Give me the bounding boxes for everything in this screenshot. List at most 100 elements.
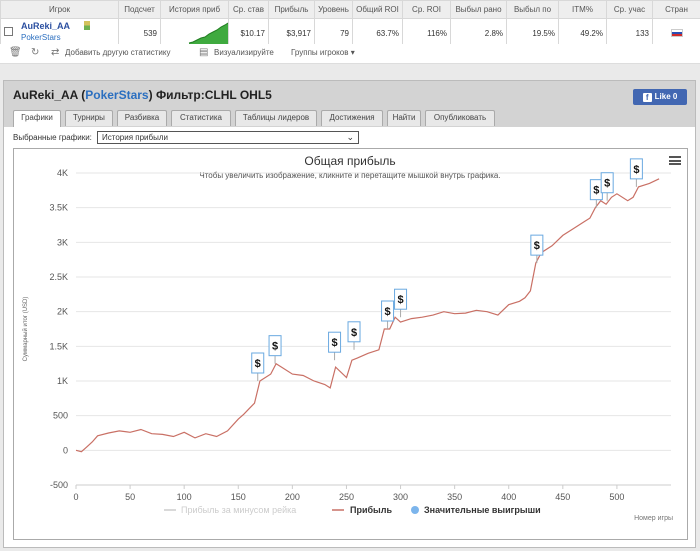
x-tick-label: 200 xyxy=(285,492,300,502)
big-win-dollar-icon: $ xyxy=(351,327,357,339)
player-panel: AuReki_AA (PokerStars) Фильтр:CLHL OHL5 … xyxy=(3,80,696,548)
big-win-flag xyxy=(347,321,361,343)
big-win-flag xyxy=(600,172,614,194)
x-tick-label: 100 xyxy=(177,492,192,502)
panel-header: AuReki_AA (PokerStars) Фильтр:CLHL OHL5 … xyxy=(4,81,695,109)
big-win-dollar-icon: $ xyxy=(331,337,337,349)
tab-charts[interactable]: Графики xyxy=(13,110,61,127)
col-header[interactable]: Выбыл по xyxy=(506,0,559,19)
col-header[interactable]: Подсчет xyxy=(118,0,161,19)
big-win-dollar-icon: $ xyxy=(385,306,391,318)
col-header[interactable]: Ср. ROI xyxy=(402,0,451,19)
chart-select-value: История прибыли xyxy=(102,133,168,142)
x-axis-label: Номер игры xyxy=(634,515,673,522)
profit-chart[interactable]: Общая прибыль Чтобы увеличить изображение… xyxy=(14,149,687,539)
big-win-dollar-icon: $ xyxy=(272,341,278,353)
add-stats-link[interactable]: Добавить другую статистику xyxy=(65,48,171,57)
chevron-down-icon: ⌄ xyxy=(346,132,354,142)
legend-marker-big-wins xyxy=(411,506,419,514)
facebook-icon: f xyxy=(642,93,652,102)
col-header[interactable]: ITM% xyxy=(558,0,607,19)
big-win-dollar-icon: $ xyxy=(633,164,639,176)
chevron-down-icon: ▾ xyxy=(350,48,355,57)
legend-item-profit: Прибыль xyxy=(350,505,392,515)
like-label: Like 0 xyxy=(654,92,678,101)
col-header[interactable]: Выбыл рано xyxy=(450,0,507,19)
tab-achievements[interactable]: Достижения xyxy=(321,110,383,126)
chart-subtitle: Чтобы увеличить изображение, кликните и … xyxy=(199,171,500,180)
player-name-link[interactable]: AuReki_AA xyxy=(21,21,71,31)
title-filter: ) Фильтр:CLHL OHL5 xyxy=(148,88,272,102)
chart-title: Общая прибыль xyxy=(304,154,395,168)
x-tick-label: 150 xyxy=(231,492,246,502)
player-groups-dropdown[interactable]: Группы игроков ▾ xyxy=(291,48,355,57)
visualize-link[interactable]: Визуализируйте xyxy=(214,48,274,57)
russia-flag-icon xyxy=(670,29,683,38)
tab-find[interactable]: Найти xyxy=(387,110,421,126)
toolbar: 🗑 ↻ ⇄ Добавить другую статистику ▤ Визуа… xyxy=(0,44,700,64)
trash-icon[interactable]: 🗑 xyxy=(9,47,22,58)
y-tick-label: 0 xyxy=(63,445,68,455)
series-line-profit xyxy=(75,178,660,453)
facebook-like-button[interactable]: f Like 0 xyxy=(633,89,687,105)
title-site-link[interactable]: PokerStars xyxy=(85,88,149,102)
y-tick-label: 2.5K xyxy=(49,272,68,282)
x-tick-label: 250 xyxy=(339,492,354,502)
player-cell: AuReki_AA PokerStars xyxy=(0,18,119,48)
chart-frame[interactable]: Общая прибыль Чтобы увеличить изображение… xyxy=(13,148,688,540)
big-win-flag xyxy=(629,158,643,180)
tab-statistics[interactable]: Статистика xyxy=(171,110,231,126)
big-win-flag xyxy=(394,288,408,310)
tab-breakdown[interactable]: Разбивка xyxy=(117,110,167,126)
col-header[interactable]: Стран xyxy=(652,0,700,19)
x-tick-label: 0 xyxy=(73,492,78,502)
col-header[interactable]: История приб xyxy=(160,0,229,19)
big-win-dollar-icon: $ xyxy=(604,178,610,190)
y-tick-label: 3.5K xyxy=(49,203,68,213)
big-win-flag xyxy=(268,335,282,357)
x-tick-label: 350 xyxy=(447,492,462,502)
avg-roi-cell: 116% xyxy=(402,18,451,48)
table-header-row: Игрок Подсчет История приб Ср. став Приб… xyxy=(0,0,700,19)
avg-entrants-cell: 133 xyxy=(606,18,653,48)
y-tick-label: 4K xyxy=(57,168,68,178)
big-win-flag xyxy=(530,234,544,256)
x-tick-label: 50 xyxy=(125,492,135,502)
count-cell: 539 xyxy=(118,18,161,48)
col-header[interactable]: Прибыль xyxy=(268,0,315,19)
y-tick-label: 2K xyxy=(57,307,68,317)
col-header[interactable]: Уровень xyxy=(314,0,353,19)
tab-tournaments[interactable]: Турниры xyxy=(65,110,113,126)
big-win-dollar-icon: $ xyxy=(534,240,540,252)
x-tick-label: 300 xyxy=(393,492,408,502)
early-cell: 2.8% xyxy=(450,18,507,48)
title-player-name: AuReki_AA ( xyxy=(13,88,86,102)
big-win-dollar-icon: $ xyxy=(255,358,261,370)
col-header[interactable]: Ср. учас xyxy=(606,0,653,19)
col-header[interactable]: Ср. став xyxy=(228,0,269,19)
col-header[interactable]: Игрок xyxy=(0,0,119,19)
tab-publish[interactable]: Опубликовать xyxy=(425,110,495,126)
player-groups-label: Группы игроков xyxy=(291,48,349,57)
chart-menu-icon[interactable] xyxy=(669,156,681,165)
refresh-icon[interactable]: ↻ xyxy=(31,47,40,58)
tab-leaderboards[interactable]: Таблицы лидеров xyxy=(235,110,317,126)
x-tick-label: 500 xyxy=(609,492,624,502)
row-checkbox[interactable] xyxy=(4,27,13,36)
tab-bar: Графики Турниры Разбивка Статистика Табл… xyxy=(4,109,695,127)
big-win-dollar-icon: $ xyxy=(397,294,403,306)
level-badge-icon xyxy=(84,21,90,30)
player-site-link[interactable]: PokerStars xyxy=(21,33,61,42)
col-header[interactable]: Общий ROI xyxy=(352,0,403,19)
y-tick-label: 500 xyxy=(53,411,68,421)
x-tick-label: 450 xyxy=(555,492,570,502)
legend-item-big-wins: Значительные выигрыши xyxy=(424,505,541,515)
panel-title: AuReki_AA (PokerStars) Фильтр:CLHL OHL5 xyxy=(13,88,272,102)
chart-icon: ▤ xyxy=(199,47,209,58)
stats-table: Игрок Подсчет История приб Ср. став Приб… xyxy=(0,0,700,48)
y-tick-label: 3K xyxy=(57,237,68,247)
y-axis-label: Суммарный итог (USD) xyxy=(22,297,29,362)
add-stats-icon: ⇄ xyxy=(51,47,60,58)
big-win-flag xyxy=(328,331,342,353)
chart-select[interactable]: История прибыли ⌄ xyxy=(97,131,359,144)
